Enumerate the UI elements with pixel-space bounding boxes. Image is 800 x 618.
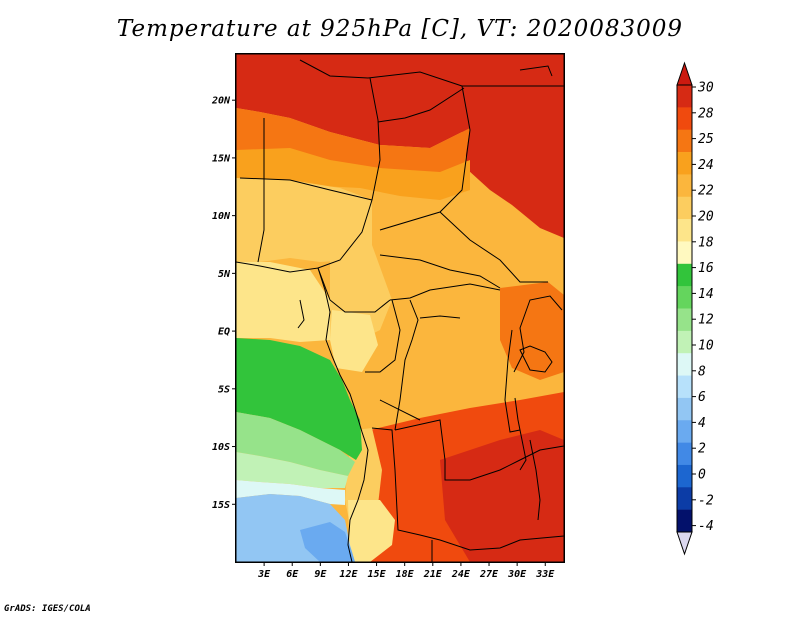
colorbar-swatch (677, 286, 692, 309)
colorbar-tick-label: 24 (698, 158, 714, 173)
temperature-field (236, 54, 564, 562)
colorbar-tick-label: 25 (698, 132, 714, 147)
colorbar-max-arrow (676, 61, 693, 86)
colorbar-swatch (677, 308, 692, 332)
colorbar-swatch (677, 397, 692, 421)
region-sudan-hot (460, 86, 564, 238)
region-atlantic-deep-blue (300, 522, 355, 562)
x-tick-label: 6E (286, 569, 299, 580)
country-borders (239, 59, 564, 562)
region-gabon-cool (330, 310, 378, 372)
y-tick-label: 10N (212, 211, 231, 222)
colorbar-swatch (677, 174, 692, 198)
colorbar-tick-label: -4 (698, 519, 714, 534)
region-zambia (440, 430, 564, 562)
region-atlantic-mid-green (236, 412, 355, 476)
colorbar-tick-label: 16 (698, 261, 714, 276)
colorbar-swatch (677, 219, 692, 242)
colorbar-tick-label: 12 (698, 313, 714, 328)
y-axis: 20N 15N 10N 5N EQ 5S 10S 15S (211, 96, 236, 511)
colorbar-swatch (677, 442, 692, 466)
colorbar-tick-label: 22 (698, 184, 714, 199)
y-tick-label: EQ (218, 327, 230, 338)
colorbar-swatch (677, 353, 692, 376)
colorbar-swatch (677, 330, 692, 354)
colorbar-tick-label: 10 (698, 339, 714, 354)
x-tick-label: 21E (423, 569, 443, 580)
x-tick-label: 3E (257, 569, 271, 580)
y-tick-label: 5S (218, 384, 230, 395)
grads-credit: GrADS: IGES/COLA (4, 604, 91, 614)
colorbar-swatch (677, 196, 692, 220)
colorbar-tick-label: 30 (697, 81, 714, 96)
region-gulf-of-guinea (236, 262, 330, 342)
colorbar-swatch (677, 241, 692, 265)
colorbar-tick-label: 18 (698, 235, 714, 250)
colorbar-swatch (677, 464, 692, 488)
region-namibia-coast (348, 500, 395, 562)
region-atlantic-light-green (236, 452, 348, 488)
y-tick-label: 15N (212, 153, 231, 164)
colorbar-min-arrow (676, 531, 693, 556)
x-tick-label: 15E (368, 569, 387, 580)
x-tick-label: 27E (479, 569, 499, 580)
colorbar-tick-label: 20 (698, 210, 714, 225)
colorbar-tick-label: 8 (698, 364, 706, 379)
colorbar-tick-label: 14 (698, 287, 714, 302)
colorbar-tick-label: -2 (698, 493, 714, 508)
map-frame (235, 53, 565, 563)
colorbar-tick-label: 6 (698, 390, 706, 405)
colorbar-swatch (677, 420, 692, 443)
colorbar-tick-label: 4 (698, 416, 706, 431)
x-tick-label: 30E (507, 569, 527, 580)
x-tick-label: 24E (451, 569, 471, 580)
region-atlantic-green (236, 338, 362, 460)
x-tick-label: 12E (339, 569, 358, 580)
y-tick-label: 5N (218, 269, 231, 280)
colorbar-swatch (677, 107, 692, 130)
y-tick-label: 15S (212, 500, 230, 511)
x-tick-label: 9E (314, 569, 327, 580)
colorbar-swatch (677, 85, 692, 108)
colorbar-swatch (677, 487, 692, 510)
region-atlantic-pale (236, 480, 345, 505)
colorbar-swatch (677, 152, 692, 175)
y-tick-label: 10S (212, 442, 230, 453)
x-tick-label: 33E (535, 569, 555, 580)
colorbar-swatch (677, 375, 692, 399)
x-axis: 3E 6E 9E 12E 15E 18E 21E 24E 27E 30E 33E (257, 562, 555, 580)
y-tick-label: 20N (211, 96, 231, 107)
colorbar-swatch (677, 129, 692, 153)
chart-title: Temperature at 925hPa [C], VT: 202008300… (116, 16, 684, 42)
colorbar-tick-label: 28 (698, 106, 714, 121)
colorbar-tick-label: 0 (698, 468, 706, 483)
colorbar-swatch (677, 263, 692, 287)
colorbar-tick-label: 2 (698, 442, 706, 457)
colorbar-swatch (677, 509, 692, 533)
x-tick-label: 18E (396, 569, 415, 580)
coastline (236, 261, 553, 562)
